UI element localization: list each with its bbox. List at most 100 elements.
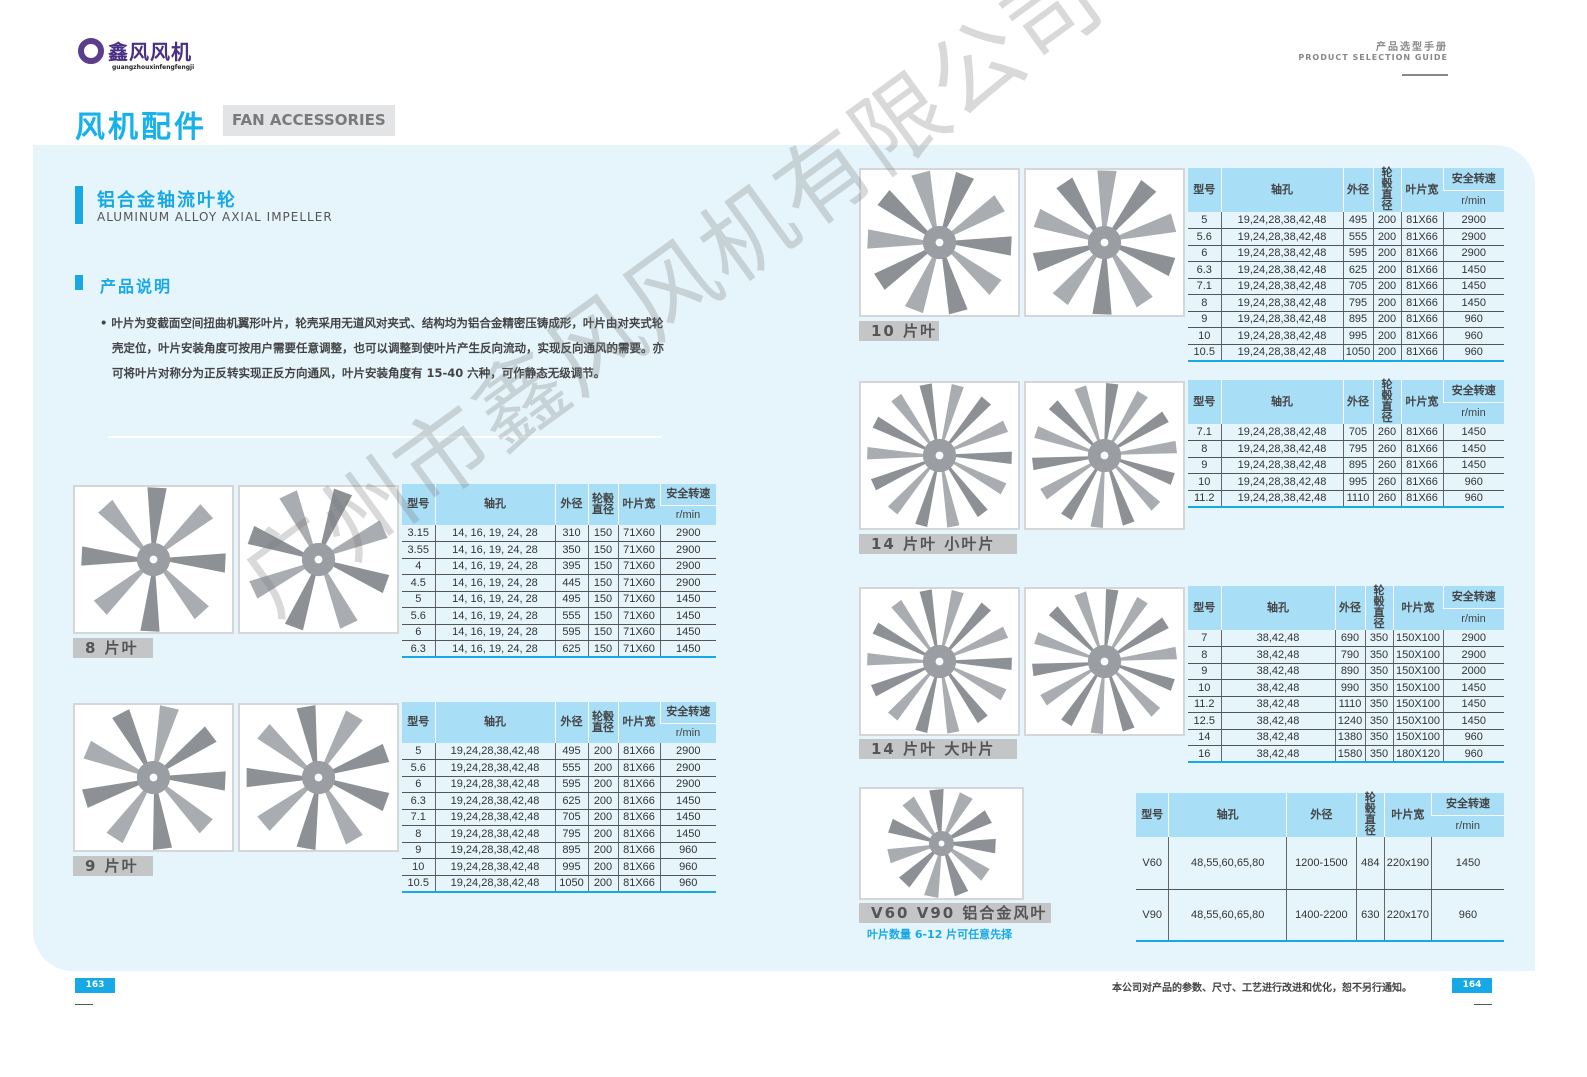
- product-photo: [1024, 381, 1185, 530]
- column-header-unit: r/min: [1443, 608, 1504, 630]
- table-cell: 81X66: [617, 743, 660, 760]
- table-cell: 10: [1188, 473, 1221, 491]
- table-cell: V90: [1136, 889, 1169, 942]
- footer-notice: 本公司对产品的参数、尺寸、工艺进行改进和优化，恕不另行通知。: [1112, 983, 1412, 994]
- table-cell: 71X60: [617, 591, 660, 608]
- table-cell: 200: [587, 776, 618, 793]
- table-cell: 960: [1442, 473, 1504, 491]
- table-cell: 260: [1372, 473, 1401, 491]
- fan-impeller-image: [882, 789, 1001, 898]
- table-cell: 1450: [659, 624, 716, 641]
- table-cell: 6.3: [402, 792, 435, 810]
- table-row: 11.2 19,24,28,38,42,48 1110 260 81X66 960: [1188, 490, 1504, 508]
- table-cell: 1450: [1442, 424, 1504, 441]
- table-cell: 350: [1364, 646, 1393, 664]
- table-cell: 445: [554, 574, 588, 592]
- table-row: V90 48,55,60,65,80 1400-2200 630 220x170 960: [1136, 889, 1504, 942]
- table-row: 7.1 19,24,28,38,42,48 705 260 81X66 1450: [1188, 424, 1504, 441]
- table-row: 5.6 19,24,28,38,42,48 555 200 81X66 2900: [402, 759, 716, 777]
- product-caption: 叶片数量 6-12 片可任意先择: [867, 928, 1013, 941]
- spec-table: 型号 轴孔 外径 轮毂直径 叶片宽 安全转速 r/min 7 38,42,48 690 350 150…: [1188, 586, 1504, 763]
- table-cell: 350: [1364, 696, 1393, 713]
- table-cell: 81X66: [1400, 344, 1443, 362]
- fan-impeller-image: [75, 487, 232, 632]
- divider: [1474, 1004, 1492, 1005]
- table-row: 8 19,24,28,38,42,48 795 200 81X66 1450: [402, 825, 716, 843]
- table-cell: 8: [1188, 646, 1221, 664]
- table-cell: 3.55: [402, 541, 435, 559]
- table-cell: 19,24,28,38,42,48: [434, 776, 555, 793]
- table-cell: 2900: [1442, 630, 1504, 647]
- table-cell: 38,42,48: [1220, 679, 1335, 697]
- table-row: 7.1 19,24,28,38,42,48 705 200 81X66 1450: [1188, 278, 1504, 295]
- column-header-blade: 叶片宽: [1400, 168, 1443, 212]
- table-cell: 81X66: [617, 792, 660, 810]
- table-cell: 995: [554, 858, 588, 876]
- table-cell: 19,24,28,38,42,48: [1220, 473, 1343, 491]
- fan-impeller-image: [861, 383, 1018, 528]
- table-cell: 350: [1364, 712, 1393, 730]
- table-cell: 2900: [659, 541, 716, 559]
- table-row: 5 14, 16, 19, 24, 28 495 150 71X60 1450: [402, 591, 716, 608]
- column-header-shaft: 轴孔: [1168, 793, 1287, 837]
- fan-impeller-image: [1026, 383, 1183, 528]
- divider: [1402, 74, 1448, 76]
- column-header-hub: 轮毂直径: [1364, 586, 1393, 630]
- page-number-left: 163: [75, 978, 115, 993]
- table-row: 7 38,42,48 690 350 150X100 2900: [1188, 630, 1504, 647]
- table-cell: 960: [1442, 327, 1504, 345]
- column-header-blade: 叶片宽: [1392, 586, 1443, 630]
- table-cell: 705: [1342, 278, 1373, 295]
- table-cell: 14: [1188, 729, 1221, 746]
- table-cell: 260: [1372, 424, 1401, 441]
- table-cell: 48,55,60,65,80: [1168, 889, 1287, 942]
- column-header-hub: 轮毂直径: [1372, 168, 1401, 212]
- table-cell: 19,24,28,38,42,48: [434, 743, 555, 760]
- column-header-unit: r/min: [1431, 815, 1504, 837]
- table-cell: 81X66: [1400, 440, 1443, 458]
- table-cell: 200: [587, 842, 618, 859]
- column-header-blade: 叶片宽: [1383, 793, 1432, 837]
- table-cell: 960: [1442, 344, 1504, 362]
- table-cell: 960: [1442, 490, 1504, 508]
- table-cell: 14, 16, 19, 24, 28: [434, 541, 555, 559]
- table-cell: 2900: [659, 776, 716, 793]
- column-header-speed: 安全转速: [1442, 168, 1504, 191]
- table-cell: 12.5: [1188, 712, 1221, 730]
- table-cell: 81X66: [1400, 457, 1443, 474]
- product-photo: [859, 587, 1020, 736]
- table-cell: 350: [1364, 729, 1393, 746]
- table-cell: 200: [1372, 228, 1401, 246]
- table-cell: 19,24,28,38,42,48: [434, 858, 555, 876]
- table-cell: 795: [1342, 440, 1373, 458]
- section-marker: [75, 186, 83, 224]
- table-cell: 71X60: [617, 640, 660, 658]
- column-header-unit: r/min: [660, 722, 716, 743]
- table-cell: 14, 16, 19, 24, 28: [434, 607, 555, 625]
- table-cell: 71X60: [617, 525, 660, 542]
- fan-impeller-image: [1026, 170, 1183, 315]
- table-cell: 200: [587, 743, 618, 760]
- table-cell: 38,42,48: [1220, 712, 1335, 730]
- table-cell: 310: [554, 525, 588, 542]
- table-cell: V60: [1136, 837, 1169, 890]
- product-label: 8 片叶: [73, 638, 153, 658]
- table-cell: 200: [1372, 294, 1401, 312]
- table-cell: 1050: [554, 875, 588, 893]
- table-cell: 5.6: [402, 759, 435, 777]
- table-cell: 8: [1188, 294, 1221, 312]
- column-header-shaft: 轴孔: [1220, 586, 1335, 630]
- product-photo: [1024, 168, 1185, 317]
- table-cell: 200: [1372, 261, 1401, 279]
- column-header-hub: 轮毂直径: [587, 484, 618, 525]
- table-cell: 7.1: [1188, 278, 1221, 295]
- column-header-shaft: 轴孔: [1220, 168, 1343, 212]
- table-cell: 4.5: [402, 574, 435, 592]
- table-row: 10 19,24,28,38,42,48 995 200 81X66 960: [402, 858, 716, 876]
- table-cell: 200: [1372, 344, 1401, 362]
- table-cell: 200: [587, 858, 618, 876]
- table-cell: 71X60: [617, 558, 660, 575]
- table-cell: 1450: [659, 792, 716, 810]
- table-cell: 9: [402, 842, 435, 859]
- fan-impeller-image: [861, 589, 1018, 734]
